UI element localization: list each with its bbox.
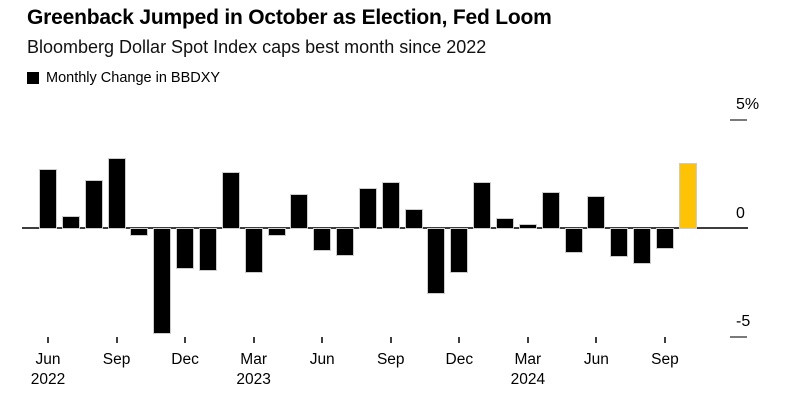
bar-aug-2022 bbox=[85, 180, 102, 229]
x-axis-tick-mark-sep-2022 bbox=[115, 337, 118, 343]
bar-aug-2023 bbox=[359, 189, 376, 229]
y-axis-label-neg5: -5 bbox=[736, 313, 751, 330]
bar-apr-2024 bbox=[542, 192, 559, 229]
bar-sep-2022 bbox=[108, 159, 125, 229]
bar-oct-2022 bbox=[131, 228, 148, 235]
bar-feb-2024 bbox=[497, 218, 513, 229]
x-axis-label-mar-2023: Mar bbox=[240, 351, 267, 368]
bar-sep-2024 bbox=[656, 228, 673, 249]
x-axis-label-mar-2024: Mar bbox=[514, 351, 542, 368]
bar-apr-2023 bbox=[268, 228, 285, 235]
bar-jul-2023 bbox=[337, 228, 354, 255]
x-axis-label-sep-2022: Sep bbox=[102, 351, 131, 368]
bar-may-2024 bbox=[565, 228, 582, 253]
x-axis-label-jun-2024: Jun bbox=[583, 351, 609, 368]
y-axis-label-5: 5% bbox=[736, 96, 760, 113]
x-axis-tick-mark-jun-2023 bbox=[321, 337, 324, 343]
bar-oct-2024 bbox=[679, 164, 696, 229]
y-axis-label-0: 0 bbox=[736, 204, 745, 222]
x-axis-label-sep-2024: Sep bbox=[651, 351, 679, 368]
bar-dec-2023 bbox=[451, 228, 468, 272]
y-axis-tick-mark-5 bbox=[730, 119, 747, 121]
bar-nov-2022 bbox=[154, 228, 171, 333]
bar-jul-2022 bbox=[62, 216, 79, 229]
chart-subtitle: Bloomberg Dollar Spot Index caps best mo… bbox=[27, 37, 487, 57]
x-axis-label-jun-2022: Jun bbox=[35, 351, 61, 368]
x-axis-tick-mark-sep-2024 bbox=[663, 337, 666, 343]
bar-mar-2024 bbox=[519, 225, 536, 229]
x-axis-tick-mark-dec-2022 bbox=[184, 337, 187, 343]
x-axis-tick-mark-dec-2023 bbox=[458, 337, 461, 343]
x-axis-tick-mark-sep-2023 bbox=[389, 337, 392, 343]
legend-label: Monthly Change in BBDXY bbox=[46, 70, 221, 86]
bar-oct-2023 bbox=[405, 210, 422, 229]
bar-dec-2022 bbox=[177, 228, 194, 268]
bar-nov-2023 bbox=[428, 228, 445, 293]
bar-jun-2024 bbox=[588, 197, 605, 229]
bar-may-2023 bbox=[291, 194, 308, 229]
x-axis-label-dec-2022: Dec bbox=[171, 351, 199, 368]
bar-jun-2022 bbox=[40, 169, 56, 229]
legend-swatch-icon bbox=[27, 72, 39, 84]
x-axis-year-label-2024: 2024 bbox=[510, 371, 546, 388]
x-axis-label-sep-2023: Sep bbox=[376, 351, 405, 368]
bar-aug-2024 bbox=[634, 228, 651, 264]
y-axis-tick-mark-neg5 bbox=[730, 336, 747, 338]
bar-jul-2024 bbox=[611, 228, 628, 256]
x-axis-label-jun-2023: Jun bbox=[309, 351, 335, 368]
x-axis-label-dec-2023: Dec bbox=[445, 351, 474, 368]
bar-jan-2023 bbox=[199, 228, 216, 270]
bar-feb-2023 bbox=[222, 173, 239, 229]
bar-sep-2023 bbox=[382, 182, 399, 229]
x-axis-tick-mark-mar-2024 bbox=[526, 337, 529, 343]
bar-jan-2024 bbox=[474, 182, 491, 229]
x-axis-tick-mark-jun-2022 bbox=[47, 337, 49, 343]
bar-jun-2023 bbox=[314, 228, 331, 251]
x-axis-year-label-2022: 2022 bbox=[30, 371, 66, 388]
x-axis-year-label-2023: 2023 bbox=[236, 371, 271, 388]
x-axis-tick-mark-jun-2024 bbox=[595, 337, 598, 343]
bar-mar-2023 bbox=[245, 228, 262, 272]
x-axis-tick-mark-mar-2023 bbox=[252, 337, 255, 343]
chart-title: Greenback Jumped in October as Election,… bbox=[27, 6, 552, 29]
legend: Monthly Change in BBDXY bbox=[27, 70, 220, 86]
